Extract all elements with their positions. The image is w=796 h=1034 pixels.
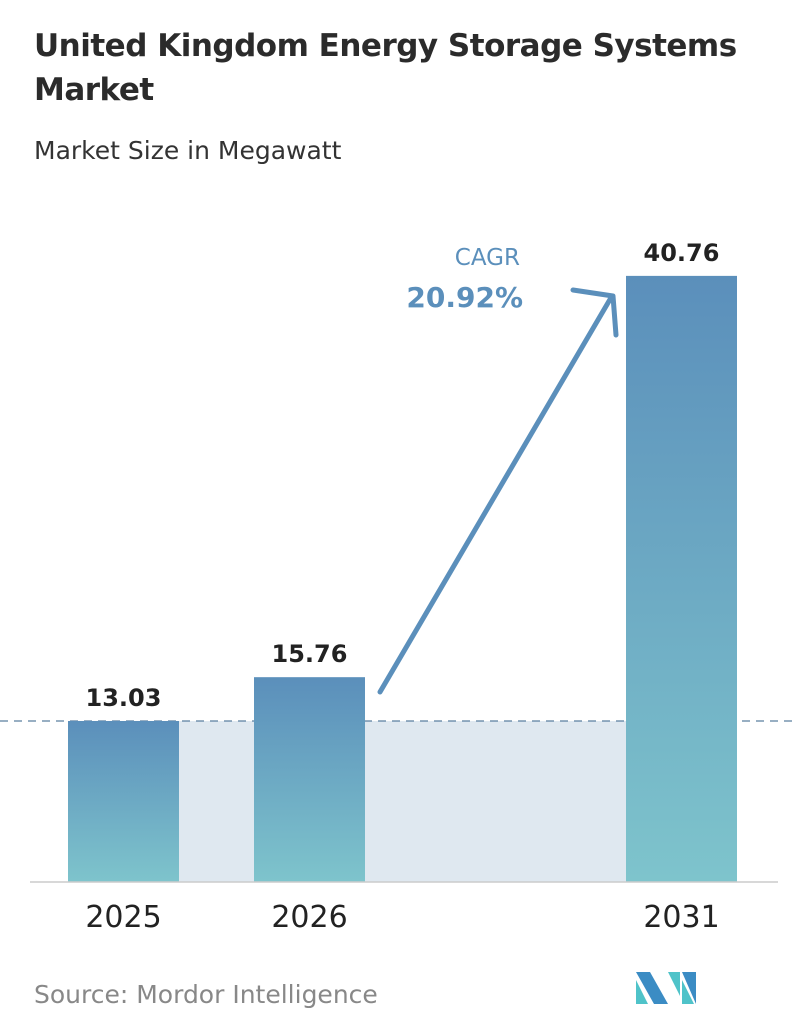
data-label: 40.76 <box>644 239 720 267</box>
cagr-value: 20.92% <box>406 281 523 314</box>
x-tick-label: 2031 <box>643 900 719 935</box>
cagr-arrow-icon <box>377 287 619 695</box>
chart-subtitle: Market Size in Megawatt <box>34 136 342 165</box>
x-tick-label: 2025 <box>85 900 161 935</box>
x-tick-label: 2026 <box>271 900 347 935</box>
cagr-label: CAGR <box>455 245 520 271</box>
data-label: 15.76 <box>272 640 348 668</box>
bar-2025 <box>68 720 179 882</box>
data-label: 13.03 <box>86 684 162 712</box>
bar-2026 <box>254 677 365 882</box>
source-text: Source: Mordor Intelligence <box>34 980 378 1009</box>
chart-title: United Kingdom Energy Storage Systems Ma… <box>34 28 737 108</box>
bar-2031 <box>626 275 737 883</box>
